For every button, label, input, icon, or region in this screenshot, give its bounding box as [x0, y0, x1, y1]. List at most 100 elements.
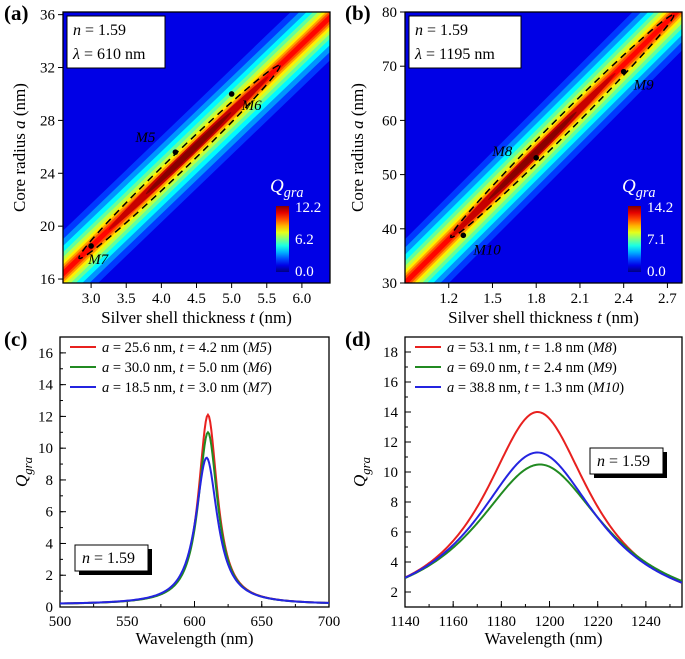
y-axis-title-text: Core radius a (nm) [348, 83, 367, 212]
annotation-box: n = 1.59 [74, 544, 152, 575]
heatmap-field [405, 12, 682, 283]
legend-entry: a = 18.5 nm, t = 3.0 nm (M7) [102, 380, 272, 396]
x-tick-label: 1160 [438, 614, 467, 630]
marker-m5 [172, 149, 179, 155]
panel-label: (c) [4, 327, 27, 351]
heatmap-field [63, 12, 330, 283]
colorbar-label-max: 12.2 [295, 200, 321, 216]
colorbar-label-mid: 7.1 [647, 232, 666, 248]
legend-entry: a = 53.1 nm, t = 1.8 nm (M8) [447, 340, 617, 356]
y-tick-label: 16 [40, 272, 56, 288]
y-tick-label: 32 [40, 61, 55, 77]
panel-a: M5 M6 M7 3.0 3.5 4.0 4.5 5.0 5.5 6.0 16 20 24 28 32 36 S… [4, 1, 331, 327]
info-n: n = 1.59 [415, 22, 468, 39]
x-tick-label: 1.5 [483, 291, 502, 307]
series-line-0 [405, 410, 682, 584]
x-tick-label: 4.5 [187, 291, 206, 307]
annotation-text: n = 1.59 [597, 453, 650, 470]
legend-entry: a = 30.0 nm, t = 5.0 nm (M6) [102, 360, 272, 376]
x-axis-title: Wavelength (nm) [135, 629, 253, 648]
series-line-0 [60, 412, 329, 605]
ridge-peak [145, 112, 232, 195]
info-box-frame [408, 15, 522, 69]
legend-entry: a = 25.6 nm, t = 4.2 nm (M5) [102, 340, 272, 356]
ridge-peak [488, 111, 577, 201]
x-tick-label: 600 [183, 614, 206, 630]
x-axis-title: Silver shell thickness t (nm) [101, 308, 292, 327]
y-tick-label: 18 [383, 345, 398, 361]
y-tick-label: 4 [391, 555, 399, 571]
info-lambda: λ = 1195 nm [414, 46, 495, 63]
x-tick-label: 1.2 [439, 291, 458, 307]
series-line-2 [405, 451, 682, 584]
x-tick-label: 700 [318, 614, 341, 630]
x-tick-label: 5.0 [222, 291, 241, 307]
marker-label-m7: M7 [87, 252, 109, 268]
y-tick-label: 8 [46, 473, 54, 489]
colorbar-label-mid: 6.2 [295, 232, 314, 248]
legend: a = 53.1 nm, t = 1.8 nm (M8) a = 69.0 nm,… [415, 340, 624, 396]
x-tick-label: 2.7 [658, 291, 677, 307]
annotation-frame [589, 447, 664, 475]
legend-entry: a = 38.8 nm, t = 1.3 nm (M10) [447, 380, 624, 396]
colorbar [276, 206, 289, 272]
y-tick-label: 8 [391, 495, 399, 511]
x-tick-label: 500 [49, 614, 72, 630]
y-tick-label: 2 [391, 585, 399, 601]
y-tick-label: 16 [383, 375, 399, 391]
y-tick-label: 36 [40, 8, 56, 24]
y-tick-label: 50 [382, 168, 397, 184]
colorbar-label-min: 0.0 [295, 264, 314, 280]
y-axis-title: Qgra [12, 457, 35, 487]
x-tick-label: 3.0 [82, 291, 101, 307]
heatmap-ridge [63, 12, 330, 283]
legend: a = 25.6 nm, t = 4.2 nm (M5) a = 30.0 nm,… [70, 340, 272, 396]
x-tick-label: 1220 [583, 614, 613, 630]
marker-label-m8: M8 [491, 144, 512, 160]
marker-m9 [620, 68, 627, 75]
y-axis-title: Qgra [350, 457, 373, 487]
panel-label: (a) [4, 1, 29, 25]
y-tick-label: 10 [383, 465, 398, 481]
y-tick-label: 20 [40, 219, 55, 235]
y-tick-label: 12 [38, 409, 53, 425]
colorbar-title-text: Qgra [270, 176, 304, 201]
marker-label-m5: M5 [134, 130, 155, 146]
y-axis-title-text: Qgra [350, 457, 373, 487]
legend-entry: a = 69.0 nm, t = 2.4 nm (M9) [447, 360, 617, 376]
panel-label: (d) [345, 327, 371, 351]
x-tick-label: 6.0 [293, 291, 312, 307]
x-tick-label: 1180 [487, 614, 516, 630]
y-axis-title-text: Core radius a (nm) [10, 83, 29, 212]
y-tick-label: 0 [46, 600, 54, 616]
marker-label-m10: M10 [472, 242, 501, 258]
x-tick-label: 3.5 [117, 291, 136, 307]
x-tick-label: 1140 [390, 614, 419, 630]
y-axis-title-text: Qgra [12, 457, 35, 487]
info-box: n = 1.59 λ = 610 nm [66, 15, 166, 69]
y-tick-label: 80 [382, 5, 397, 21]
x-tick-label: 4.0 [152, 291, 171, 307]
y-tick-label: 6 [46, 505, 54, 521]
y-tick-label: 10 [38, 441, 53, 457]
y-tick-label: 4 [46, 536, 54, 552]
x-tick-label: 650 [251, 614, 274, 630]
marker-m8 [533, 154, 540, 161]
panel-label: (b) [345, 1, 371, 25]
colorbar-title: Qgra [622, 176, 656, 201]
y-tick-label: 14 [383, 405, 399, 421]
marker-m10 [460, 232, 467, 239]
info-lambda: λ = 610 nm [72, 46, 146, 63]
y-tick-label: 70 [382, 59, 397, 75]
y-tick-label: 2 [46, 568, 54, 584]
marker-label-m9: M9 [633, 78, 654, 94]
x-axis-title: Silver shell thickness t (nm) [448, 308, 639, 327]
y-tick-label: 40 [382, 222, 397, 238]
panel-c: 500 550 600 650 700 0 2 4 6 8 10 12 14 16 a = 25.6 nm,… [4, 327, 340, 648]
y-tick-label: 16 [38, 346, 54, 362]
y-tick-label: 12 [383, 435, 398, 451]
x-tick-label: 550 [116, 614, 139, 630]
curves [405, 410, 682, 584]
colorbar-label-max: 14.2 [647, 200, 673, 216]
